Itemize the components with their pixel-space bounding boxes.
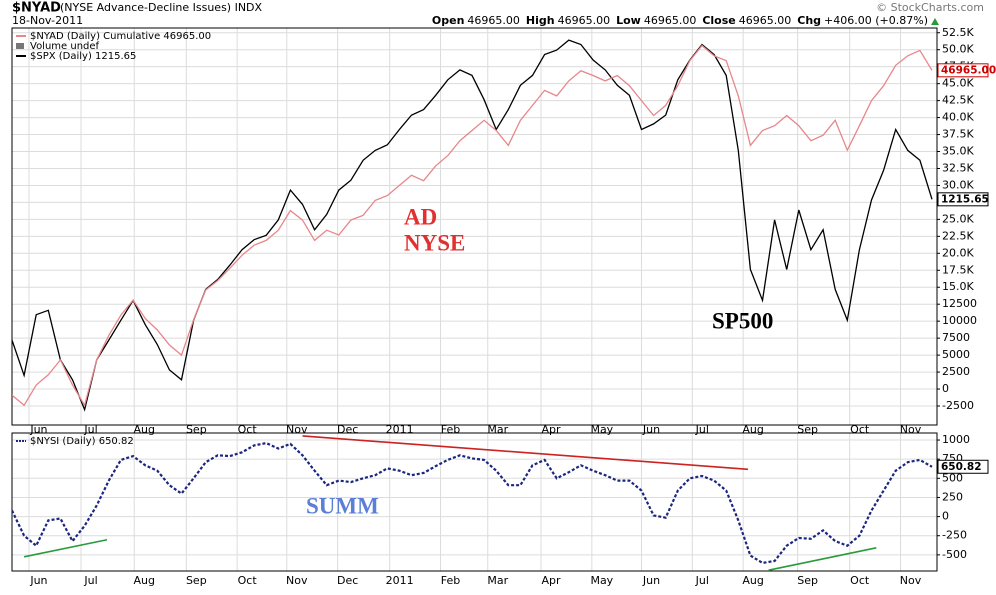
plot-frame: [11, 27, 938, 426]
quote-label: Chg: [797, 14, 821, 27]
chart-title: $NYAD: [12, 1, 61, 16]
y-tick-label: 15.0K: [942, 280, 974, 293]
annotation: AD: [404, 204, 437, 229]
source: © StockCharts.com: [876, 1, 984, 14]
y-tick-label: 20.0K: [942, 246, 974, 259]
x-tick-label: Jun: [642, 574, 660, 587]
y-tick-label: 2500: [942, 365, 970, 378]
up-arrow: [931, 18, 939, 25]
x-tick-label: Aug: [742, 574, 763, 587]
series-line: [12, 441, 933, 565]
y-tick-label: 40.0K: [942, 111, 974, 124]
plot-frame: [11, 432, 938, 572]
y-tick-label: 250: [942, 490, 963, 503]
legend-note: Volume undef: [30, 41, 100, 52]
y-tick-label: 30.0K: [942, 178, 974, 191]
y-tick-label: 10000: [942, 314, 977, 327]
y-tick-label: 12500: [942, 297, 977, 310]
x-tick-label: Aug: [134, 574, 155, 587]
x-tick-label: Oct: [238, 574, 258, 587]
series-line: [12, 39, 933, 412]
last-value-box: [937, 192, 989, 207]
y-tick-label: 0: [942, 510, 949, 523]
x-tick-label: Jul: [695, 574, 709, 587]
y-tick-label: -2500: [942, 399, 974, 412]
last-value-box: [937, 459, 989, 474]
y-tick-label: 5000: [942, 348, 970, 361]
x-tick-label: Sep: [797, 574, 818, 587]
y-tick-label: 7500: [942, 331, 970, 344]
legend-label: $SPX (Daily) 1215.65: [30, 51, 136, 62]
x-tick-label: Oct: [850, 574, 870, 587]
x-tick-label: Jul: [83, 574, 97, 587]
trendline: [768, 547, 877, 571]
legend-swatch: [16, 43, 24, 49]
x-tick-label: Apr: [541, 574, 561, 587]
x-tick-label: Nov: [286, 574, 308, 587]
legend-label: $NYSI (Daily) 650.82: [30, 436, 134, 447]
x-tick-label: Mar: [487, 574, 508, 587]
quote-label: Close: [702, 14, 735, 27]
y-tick-label: -500: [942, 548, 967, 561]
annotation: NYSE: [404, 230, 465, 255]
y-tick-label: 32.5K: [942, 161, 974, 174]
y-tick-label: 35.0K: [942, 145, 974, 158]
y-tick-label: 50.0K: [942, 43, 974, 56]
y-tick-label: 22.5K: [942, 229, 974, 242]
y-tick-label: 0: [942, 382, 949, 395]
x-tick-label: Nov: [900, 574, 922, 587]
y-tick-label: 37.5K: [942, 128, 974, 141]
last-value-label: 46965.00: [941, 64, 996, 76]
x-tick-label: Feb: [441, 574, 460, 587]
trendline: [302, 435, 749, 471]
series-line: [12, 44, 933, 407]
quote-value: 46965.00: [558, 14, 611, 27]
last-value-label: 1215.65: [941, 193, 989, 205]
quote-value: 46965.00: [467, 14, 520, 27]
x-tick-label: Dec: [337, 574, 358, 587]
quote-label: Low: [616, 14, 641, 27]
annotation: SUMM: [306, 493, 379, 518]
legend-label: $NYAD (Daily) Cumulative 46965.00: [30, 31, 211, 42]
x-tick-label: Jun: [29, 574, 47, 587]
x-tick-label: 2011: [386, 574, 414, 587]
y-tick-label: 17.5K: [942, 263, 974, 276]
y-tick-label: 45.0K: [942, 77, 974, 90]
last-value-box: [937, 63, 989, 78]
quote-value: +406.00 (+0.87%): [824, 14, 928, 27]
x-tick-label: Sep: [186, 574, 207, 587]
quote-value: 46965.00: [644, 14, 697, 27]
annotation: SP500: [712, 308, 773, 333]
trendline: [23, 538, 108, 558]
quote: Open 46965.00 High 46965.00 Low 46965.00 Close…: [432, 14, 928, 27]
date: 18-Nov-2011: [12, 14, 83, 27]
y-tick-label: 42.5K: [942, 94, 974, 107]
y-tick-label: 500: [942, 471, 963, 484]
quote-value: 46965.00: [739, 14, 792, 27]
chart-subtitle: (NYSE Advance-Decline Issues) INDX: [60, 1, 263, 14]
x-tick-label: May: [590, 574, 613, 587]
last-value-label: 650.82: [941, 461, 982, 473]
quote-label: High: [526, 14, 555, 27]
quote-label: Open: [432, 14, 465, 27]
y-tick-label: 25.0K: [942, 212, 974, 225]
y-tick-label: 52.5K: [942, 26, 974, 39]
y-tick-label: 1000: [942, 433, 970, 446]
y-tick-label: -250: [942, 529, 967, 542]
